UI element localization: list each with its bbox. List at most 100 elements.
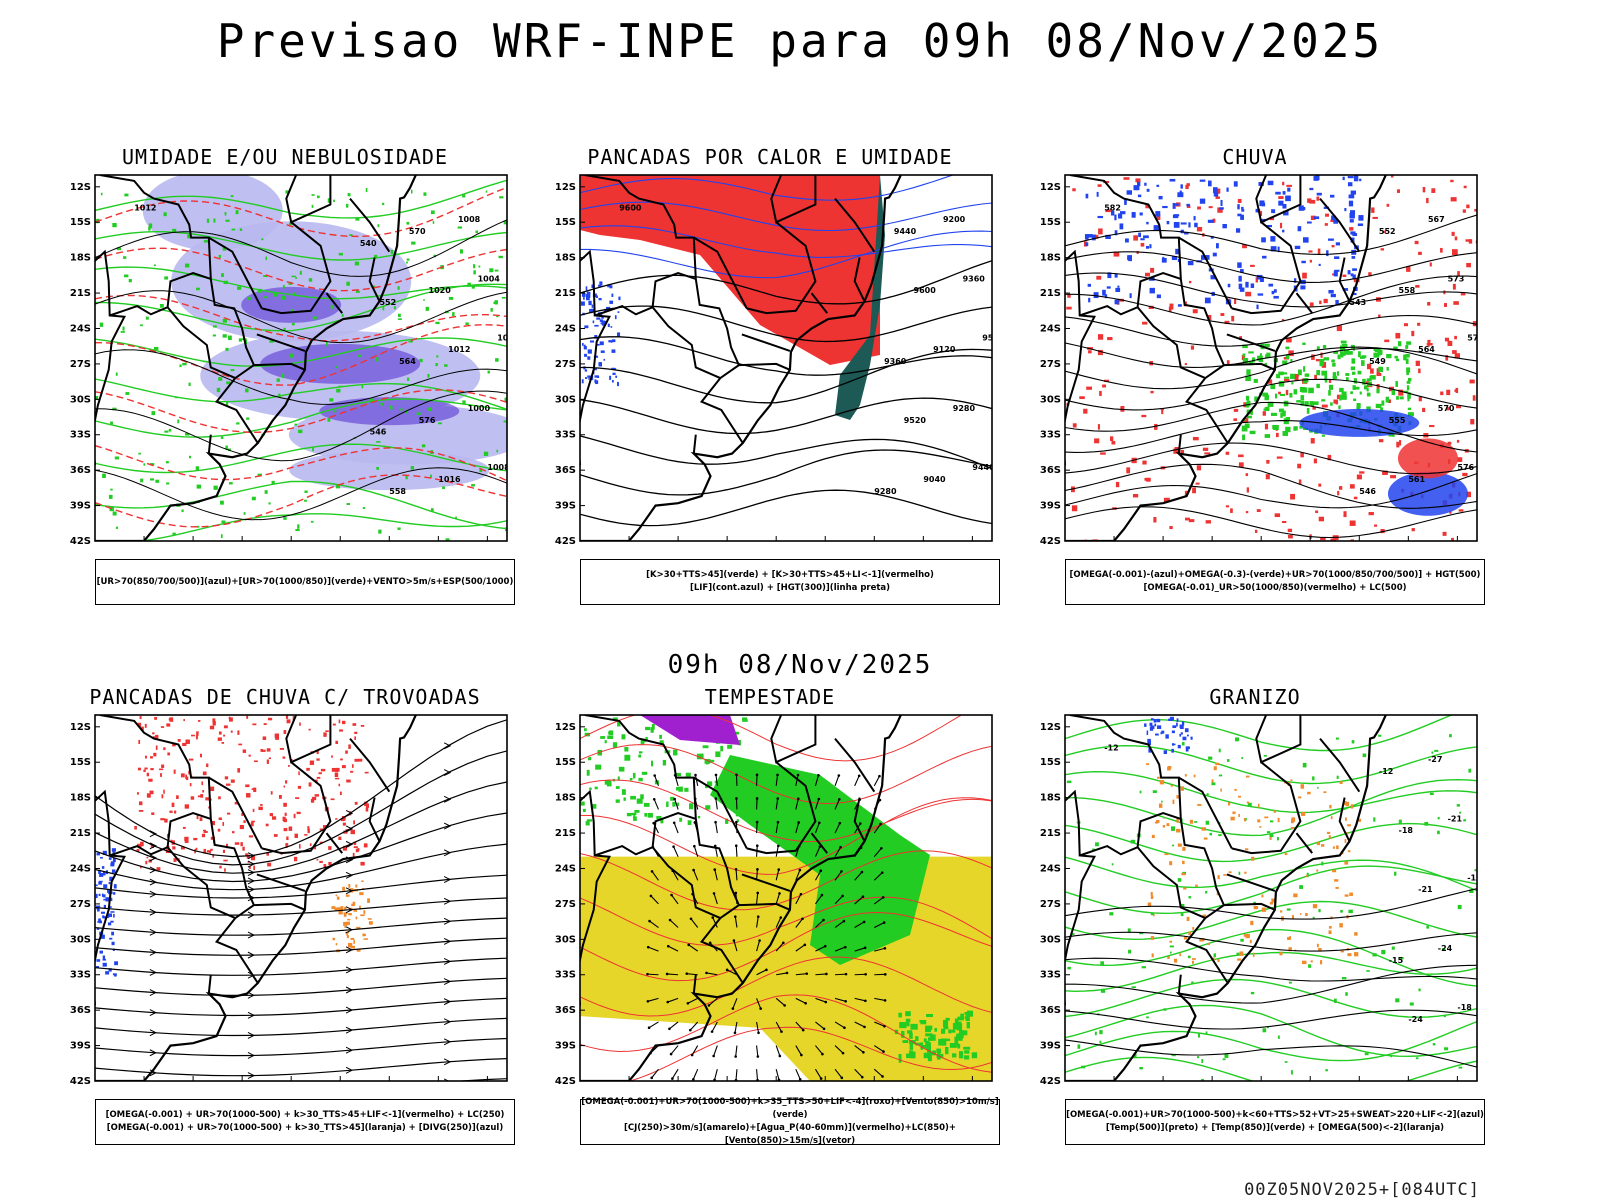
rain-fields	[1065, 175, 1477, 541]
border-line	[741, 873, 791, 892]
lon-tick-label: 70W	[83, 544, 108, 545]
panel-chuva: CHUVA 582 579 576 573 570 567 564 561 558 555 552 5…	[1025, 145, 1485, 605]
border-line	[738, 902, 791, 911]
border-line	[208, 236, 263, 309]
border-line	[738, 362, 791, 371]
legend-line: [OMEGA(-0.001)+UR>70(1000-500)+k>35_TTS>…	[581, 1097, 999, 1120]
contour-label: 1012	[134, 203, 156, 212]
lat-tick-label: 21S	[1040, 828, 1061, 839]
lat-tick-label: 15S	[70, 757, 91, 768]
lat-tick-label: 18S	[70, 253, 91, 264]
lon-tick-label: 70W	[1053, 1084, 1078, 1085]
lat-tick-label: 42S	[70, 1076, 91, 1085]
border-line	[208, 776, 263, 849]
lat-tick-label: 42S	[555, 1076, 576, 1085]
panel-title: PANCADAS DE CHUVA C/ TROVOADAS	[89, 685, 481, 709]
lat-tick-label: 42S	[1040, 536, 1061, 545]
border-line	[693, 236, 748, 309]
contour-label: -21	[1418, 885, 1433, 894]
contour-label: 558	[389, 487, 406, 496]
border-line	[651, 271, 697, 308]
border-line	[256, 873, 306, 892]
contour-label: 9200	[943, 215, 966, 224]
lon-tick-label: 70W	[568, 1084, 593, 1085]
lon-tick-label: 40W	[862, 1084, 887, 1085]
border-line	[207, 434, 212, 454]
contour-label: -15	[1389, 956, 1404, 965]
lat-tick-label: 24S	[70, 323, 91, 334]
border-line	[285, 175, 332, 224]
lat-tick-label: 30S	[555, 934, 576, 945]
panel-legend: [UR>70(850/700/500)](azul)+[UR>70(1000/8…	[95, 559, 515, 605]
contour-label: 579	[1467, 333, 1484, 342]
lon-tick-label: 70W	[83, 1084, 108, 1085]
lat-tick-label: 21S	[70, 288, 91, 299]
border-line	[166, 811, 212, 848]
lat-tick-label: 24S	[1040, 863, 1061, 874]
border-line	[1338, 257, 1351, 302]
border-line	[594, 305, 721, 380]
contour-label: 576	[419, 416, 436, 425]
lon-tick-label: 45W	[813, 544, 838, 545]
contour-label: 546	[370, 428, 387, 437]
map-canvas: 12S 15S 18S 21S 24S 27S 30S 33S 36S 39S 42S70W 65W 6…	[70, 714, 508, 1085]
panel-trovoadas: PANCADAS DE CHUVA C/ TROVOADAS 12S 15S 18S…	[55, 685, 515, 1145]
contour-label: 1020	[429, 286, 452, 295]
lat-tick-label: 21S	[555, 288, 576, 299]
panel-pancadas-calor: PANCADAS POR CALOR E UMIDADE 9600 9520 944…	[540, 145, 1000, 605]
contour-label: 573	[1448, 274, 1465, 283]
lat-tick-label: 39S	[555, 501, 576, 512]
lat-tick-label: 15S	[1040, 757, 1061, 768]
border-line	[746, 221, 817, 315]
contour-label: 546	[1359, 487, 1376, 496]
lat-tick-label: 12S	[1040, 182, 1061, 193]
lon-tick-label: 35W	[426, 544, 451, 545]
lat-tick-label: 33S	[555, 430, 576, 441]
contour-label: 1008	[458, 215, 481, 224]
lat-tick-label: 15S	[1040, 217, 1061, 228]
lat-tick-label: 15S	[555, 217, 576, 228]
border-line	[1177, 974, 1182, 994]
contour-label: 1012	[448, 345, 470, 354]
panel-legend: [K>30+TTS>45](verde) + [K>30+TTS>45+LI<-…	[580, 559, 1000, 605]
contour-label: 540	[360, 239, 377, 248]
lon-tick-label: 35W	[911, 1084, 936, 1085]
lat-tick-label: 27S	[1040, 359, 1061, 370]
lon-tick-label: 50W	[1249, 1084, 1274, 1085]
border-line	[770, 175, 817, 224]
lat-tick-label: 12S	[555, 182, 576, 193]
map-canvas: -12 -15 -18 -21 -24 -27 -21 -24 -18 -15 -12 12S 15S 1…	[1040, 714, 1482, 1085]
contour-label: 543	[1349, 298, 1366, 307]
border-line	[594, 845, 721, 920]
border-line	[1338, 797, 1351, 842]
contour-label: -12	[1104, 743, 1118, 752]
border-line	[1065, 789, 1096, 1007]
lat-tick-label: 33S	[70, 430, 91, 441]
border-line	[1226, 333, 1276, 352]
border-line	[834, 197, 876, 253]
contour-label: -27	[1428, 755, 1442, 764]
panel-title: CHUVA	[1222, 145, 1288, 169]
lat-tick-label: 12S	[70, 722, 91, 733]
contour-label: -15	[1467, 873, 1482, 882]
border-line	[1178, 236, 1233, 309]
lon-tick-label: 40W	[1347, 1084, 1372, 1085]
contour-label: 9520	[904, 416, 927, 425]
border-line	[580, 789, 611, 1007]
lat-tick-label: 42S	[555, 536, 576, 545]
map-frame	[579, 714, 993, 1082]
border-line	[1226, 873, 1276, 892]
border-line	[1295, 292, 1313, 314]
contour-label: 9360	[884, 357, 907, 366]
border-line	[349, 197, 391, 253]
lon-tick-label: 35W	[1396, 1084, 1421, 1085]
lon-tick-label: 30W	[475, 1084, 500, 1085]
contour-label: 564	[1418, 345, 1435, 354]
lon-tick-label: 65W	[1102, 1084, 1127, 1085]
legend-line: [LIF](cont.azul) + [HGT(300)](linha pret…	[689, 583, 891, 593]
panel-legend: [OMEGA(-0.001)+UR>70(1000-500)+k>35_TTS>…	[580, 1097, 1000, 1146]
border-line	[741, 333, 791, 352]
border-line	[1319, 197, 1361, 253]
border-line	[368, 797, 381, 842]
border-line	[349, 737, 391, 793]
